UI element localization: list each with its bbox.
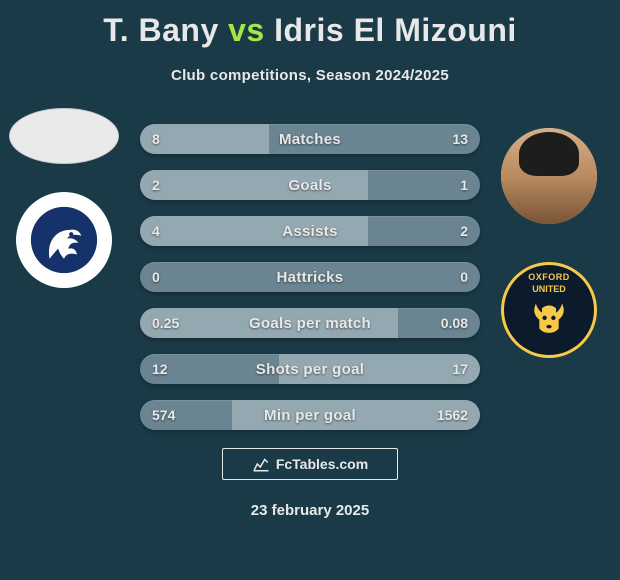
player2-club-badge: OXFORD UNITED: [501, 262, 597, 358]
randers-crest-icon: [28, 204, 100, 276]
footer-date: 23 february 2025: [251, 502, 369, 519]
oxford-ox-icon: [527, 295, 571, 339]
player1-name: T. Bany: [103, 12, 219, 48]
stat-bars: 813Matches 21Goals 42Assists 00Hattricks 0.2…: [140, 124, 480, 430]
player1-photo: [9, 108, 119, 164]
stat-row: 0.250.08Goals per match: [140, 308, 480, 338]
stat-label: Shots per goal: [140, 354, 480, 384]
player2-name: Idris El Mizouni: [274, 12, 517, 48]
stat-row: 42Assists: [140, 216, 480, 246]
stat-label: Matches: [140, 124, 480, 154]
player1-club-badge: [16, 192, 112, 288]
subtitle: Club competitions, Season 2024/2025: [0, 67, 620, 84]
stat-label: Hattricks: [140, 262, 480, 292]
chart-icon: [252, 455, 270, 473]
comparison-title: T. Bany vs Idris El Mizouni: [0, 0, 620, 49]
site-name: FcTables.com: [276, 456, 368, 472]
left-column: [8, 108, 120, 288]
site-badge: FcTables.com: [222, 448, 398, 480]
vs-text: vs: [228, 12, 265, 48]
stat-row: 813Matches: [140, 124, 480, 154]
right-column: OXFORD UNITED: [500, 128, 598, 358]
oxford-label-top: OXFORD: [528, 272, 570, 282]
stat-row: 1217Shots per goal: [140, 354, 480, 384]
stat-label: Assists: [140, 216, 480, 246]
oxford-label-bottom: UNITED: [532, 284, 566, 294]
stat-row: 5741562Min per goal: [140, 400, 480, 430]
stat-label: Goals per match: [140, 308, 480, 338]
stat-label: Goals: [140, 170, 480, 200]
stat-row: 21Goals: [140, 170, 480, 200]
player2-photo: [501, 128, 597, 224]
stat-row: 00Hattricks: [140, 262, 480, 292]
stat-label: Min per goal: [140, 400, 480, 430]
